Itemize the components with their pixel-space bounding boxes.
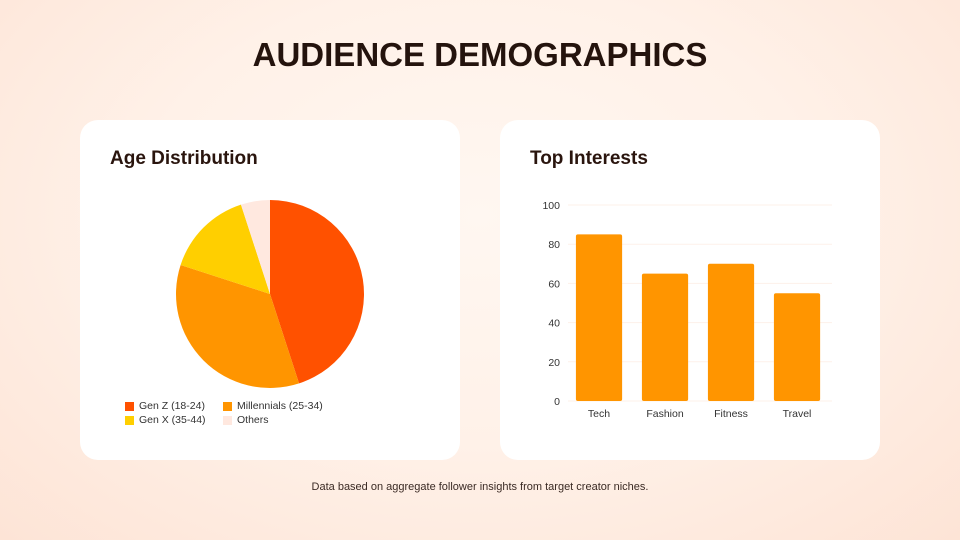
legend-swatch xyxy=(125,415,134,425)
pie-chart xyxy=(175,200,365,388)
pie-slice xyxy=(270,200,365,384)
legend-item: Others xyxy=(223,414,343,426)
legend-swatch xyxy=(223,415,232,425)
legend-label: Others xyxy=(237,414,269,426)
y-tick-label: 100 xyxy=(542,200,560,212)
legend-item: Gen Z (18-24) xyxy=(125,400,223,412)
x-tick-label: Travel xyxy=(783,408,812,420)
legend-label: Millennials (25-34) xyxy=(237,400,323,412)
page-title: AUDIENCE DEMOGRAPHICS xyxy=(252,36,708,73)
y-tick-label: 20 xyxy=(548,357,560,369)
legend-swatch xyxy=(125,401,134,411)
footnote: Data based on aggregate follower insight… xyxy=(311,481,649,493)
legend-swatch xyxy=(223,401,232,411)
bar xyxy=(707,263,755,401)
legend-item: Millennials (25-34) xyxy=(223,400,343,412)
bar xyxy=(773,293,821,401)
pie-slice xyxy=(240,200,270,294)
bar xyxy=(575,234,623,401)
x-tick-label: Fashion xyxy=(646,408,684,420)
x-tick-label: Tech xyxy=(588,408,610,420)
x-tick-label: Fitness xyxy=(714,408,748,420)
y-tick-label: 0 xyxy=(554,396,560,408)
bar-title: Top Interests xyxy=(530,148,648,169)
legend-label: Gen Z (18-24) xyxy=(139,400,205,412)
bar-chart: 0 20 40 60 80 100 Tech Fashion Fitness Travel xyxy=(542,200,832,420)
legend-item: Gen X (35-44) xyxy=(125,414,223,426)
bar xyxy=(641,273,689,401)
pie-slice xyxy=(175,264,300,388)
y-tick-label: 60 xyxy=(548,278,560,290)
top-interests-card: Top Interests 0 20 40 60 80 100 Tech Fashion Fit… xyxy=(500,120,880,460)
y-tick-label: 40 xyxy=(548,318,560,330)
pie-slice xyxy=(180,204,270,294)
age-distribution-card: Age Distribution Gen Z (18-24) Millennial… xyxy=(80,120,460,460)
pie-legend: Gen Z (18-24) Millennials (25-34) Gen X (3… xyxy=(125,400,343,426)
y-tick-label: 80 xyxy=(548,239,560,251)
legend-label: Gen X (35-44) xyxy=(139,414,206,426)
pie-title: Age Distribution xyxy=(110,148,258,169)
